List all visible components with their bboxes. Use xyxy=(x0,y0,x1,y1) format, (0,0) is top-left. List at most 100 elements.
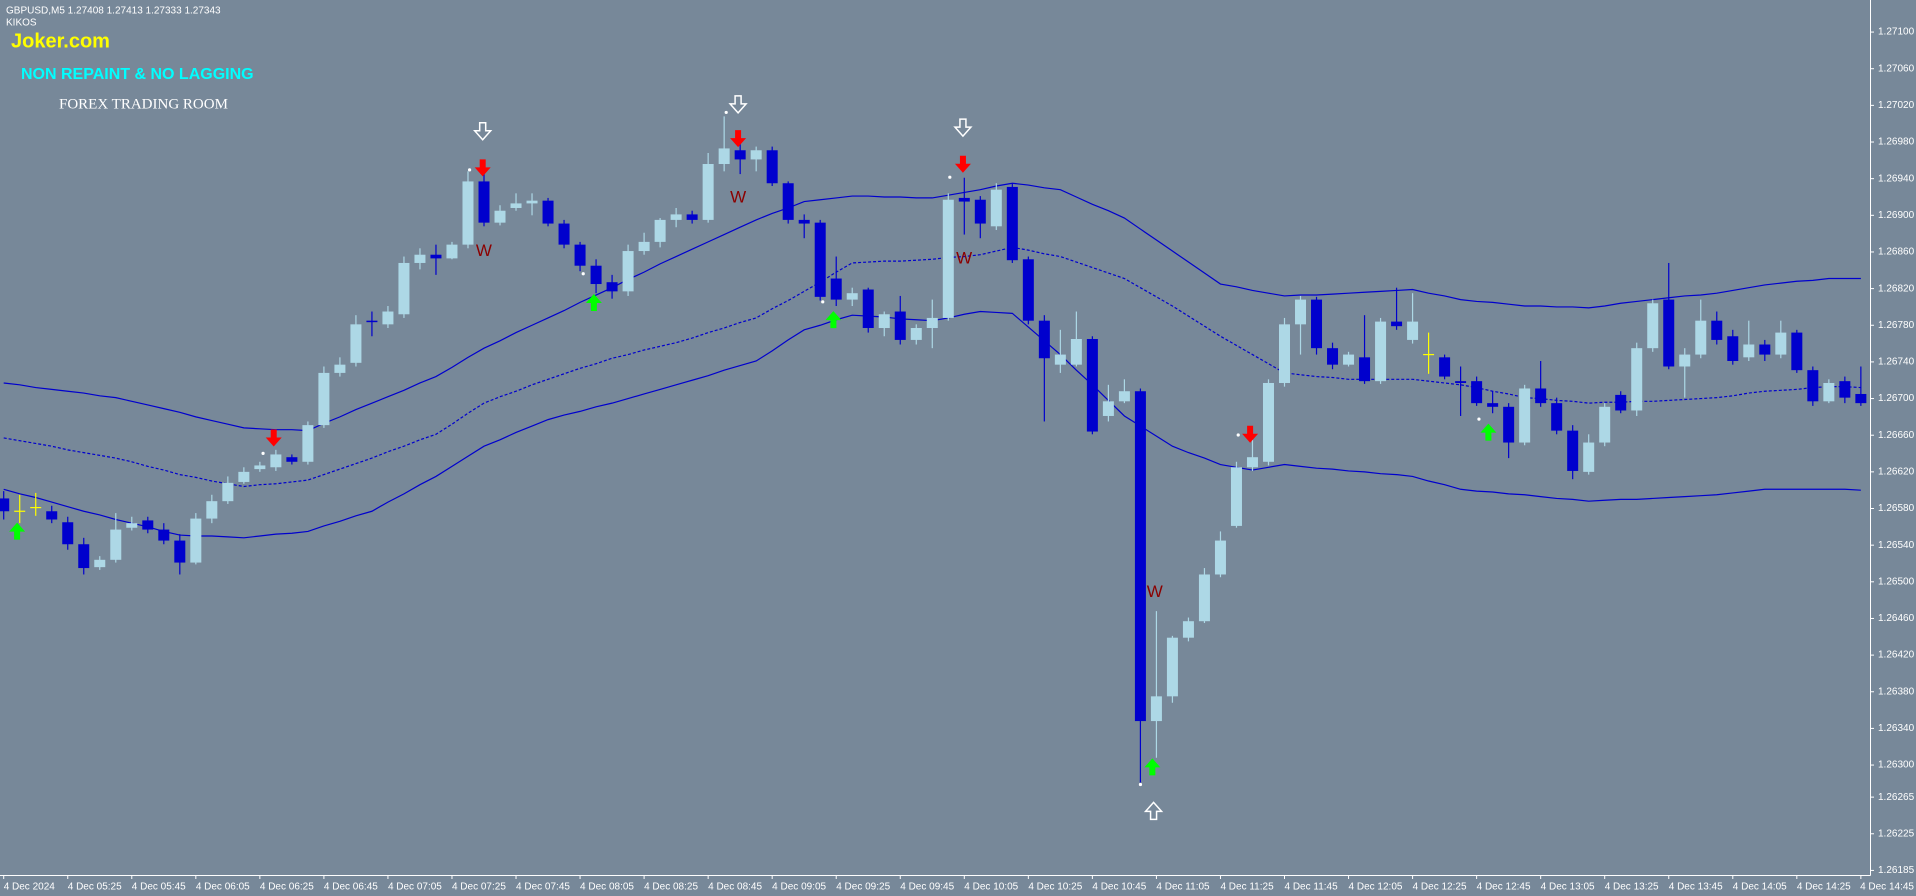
candle-body xyxy=(894,311,906,340)
y-tick-label: 1.26500 xyxy=(1878,576,1915,587)
y-tick-label: 1.26340 xyxy=(1878,723,1915,734)
y-tick-label: 1.26265 xyxy=(1878,792,1915,803)
candle-body xyxy=(1551,403,1563,431)
candle-body xyxy=(830,278,842,300)
candle-body xyxy=(254,465,266,470)
candle-body xyxy=(1054,354,1066,365)
signal-label: W xyxy=(730,187,746,206)
candle-body xyxy=(1503,406,1515,443)
candle-body xyxy=(78,544,90,569)
x-tick-label: 4 Dec 11:25 xyxy=(1220,882,1274,893)
star xyxy=(948,175,952,179)
candle-body xyxy=(510,203,522,208)
candle-body xyxy=(1086,339,1098,432)
candle-body xyxy=(1663,299,1675,367)
y-tick-label: 1.26980 xyxy=(1878,137,1915,148)
candle-body xyxy=(558,223,570,245)
x-tick-label: 4 Dec 08:45 xyxy=(708,882,762,893)
candle-body xyxy=(190,518,202,563)
y-tick-label: 1.26940 xyxy=(1878,173,1915,184)
brand: Joker.com xyxy=(11,30,110,52)
candle-body xyxy=(974,199,986,224)
candle-body xyxy=(1134,391,1146,722)
candle-body xyxy=(446,244,458,259)
star xyxy=(724,110,728,115)
candle-body xyxy=(574,244,586,266)
candle-body xyxy=(1182,621,1194,638)
candle-body xyxy=(1743,344,1755,358)
candle-body xyxy=(222,482,234,502)
candle-body xyxy=(398,262,410,315)
y-tick-label: 1.27020 xyxy=(1878,100,1915,111)
candle-body xyxy=(494,210,506,223)
candle-body xyxy=(1775,332,1787,355)
signal-arrow xyxy=(473,122,493,141)
x-tick-label: 4 Dec 08:25 xyxy=(644,882,698,893)
x-tick-label: 4 Dec 08:05 xyxy=(580,882,634,893)
signal-label: W xyxy=(956,249,972,268)
candle-body xyxy=(1695,320,1707,355)
y-tick-label: 1.26620 xyxy=(1878,466,1915,477)
x-tick-label: 4 Dec 11:45 xyxy=(1285,882,1339,893)
candle-body xyxy=(1407,321,1419,340)
y-tick-label: 1.27060 xyxy=(1878,63,1915,74)
star xyxy=(261,451,265,455)
y-tick-label: 1.26380 xyxy=(1878,686,1915,697)
y-tick-label: 1.26900 xyxy=(1878,210,1915,221)
candle-body xyxy=(238,471,250,482)
candle-body xyxy=(1375,321,1387,382)
y-tick-label: 1.26820 xyxy=(1878,283,1915,294)
signal-arrow xyxy=(1144,758,1161,776)
x-tick-label: 4 Dec 09:45 xyxy=(900,882,954,893)
candle-body xyxy=(1391,321,1403,327)
candle-body xyxy=(990,189,1002,227)
indicator-name: KIKOS xyxy=(6,18,37,29)
signal-label: W xyxy=(476,241,492,260)
candle-body xyxy=(0,498,10,512)
signal-arrow xyxy=(953,118,973,138)
symbol-line: GBPUSD,M5 1.27408 1.27413 1.27333 1.2734… xyxy=(6,6,221,17)
y-tick-label: 1.26780 xyxy=(1878,320,1915,331)
candle-body xyxy=(1295,299,1307,325)
candle-body xyxy=(206,501,218,519)
star xyxy=(1138,782,1143,787)
candle-body xyxy=(718,148,730,165)
x-tick-label: 4 Dec 09:05 xyxy=(772,882,826,893)
signal-arrow xyxy=(585,294,602,312)
star xyxy=(467,168,472,172)
candle-body xyxy=(318,372,330,426)
candle-body xyxy=(1102,401,1114,416)
x-tick-label: 4 Dec 11:05 xyxy=(1156,882,1210,893)
candle-body xyxy=(1791,332,1803,371)
candle-body xyxy=(606,282,618,292)
candle-body xyxy=(1311,299,1323,349)
candle-body xyxy=(334,364,346,373)
candle-body xyxy=(142,520,154,530)
candle-body xyxy=(1118,391,1130,402)
signal-arrow xyxy=(954,155,971,173)
candle-body xyxy=(1807,370,1819,402)
candle-body xyxy=(1647,303,1659,349)
tagline: NON REPAINT & NO LAGGING xyxy=(21,66,254,83)
signal-arrow xyxy=(9,522,26,540)
candle-body xyxy=(1455,381,1467,383)
candle-body xyxy=(1359,357,1371,382)
candle-body xyxy=(958,197,970,202)
candle-body xyxy=(766,150,778,184)
candle-body xyxy=(942,199,954,318)
x-tick-label: 4 Dec 14:05 xyxy=(1733,882,1787,893)
candle-body xyxy=(686,214,698,220)
candle-body xyxy=(1487,403,1499,407)
candle-body xyxy=(1679,354,1691,367)
candle-body xyxy=(590,265,602,285)
candle-body xyxy=(1327,348,1339,365)
y-tick-label: 1.26420 xyxy=(1878,650,1915,661)
candle-body xyxy=(1471,381,1483,404)
candle-body xyxy=(1279,324,1290,383)
candle-body xyxy=(622,251,634,292)
y-tick-label: 1.26225 xyxy=(1878,828,1915,839)
candle-body xyxy=(1855,393,1867,404)
candle-body xyxy=(110,529,122,560)
candle-body xyxy=(1166,637,1178,697)
